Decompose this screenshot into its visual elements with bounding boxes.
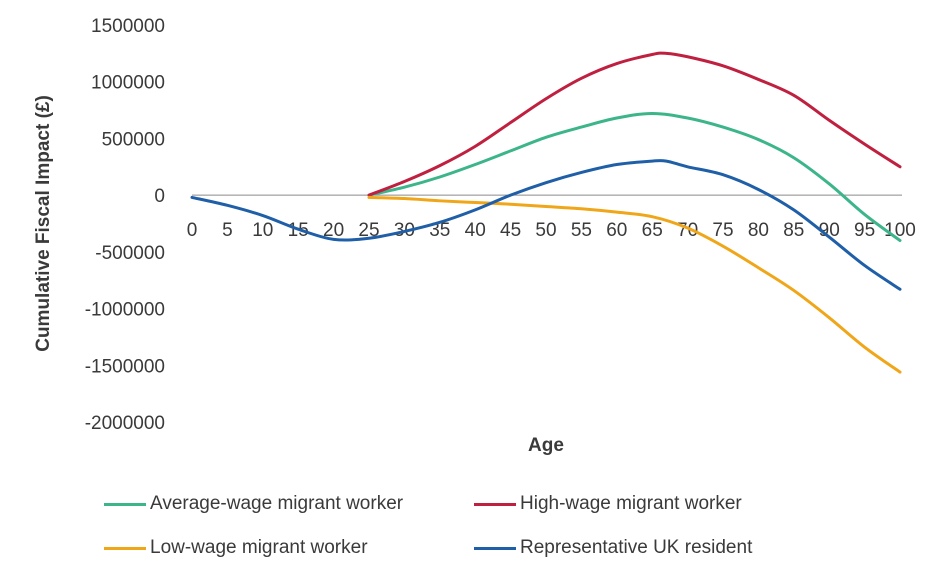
x-tick-label: 25 <box>358 220 379 241</box>
x-tick-label: 10 <box>252 220 273 241</box>
y-tick-label: -1000000 <box>85 300 165 321</box>
x-tick-label: 60 <box>606 220 627 241</box>
x-tick-label: 75 <box>712 220 733 241</box>
series-line-uk-resident <box>190 159 902 291</box>
series-line-high-wage <box>367 51 902 197</box>
x-tick-label: 100 <box>884 220 916 241</box>
x-tick-label: 80 <box>748 220 769 241</box>
x-tick-label: 20 <box>323 220 344 241</box>
x-tick-label: 90 <box>819 220 840 241</box>
x-tick-label: 95 <box>854 220 875 241</box>
y-axis-tick-labels: 1500000 1000000 500000 0 -500000 -1000000 -150… <box>85 16 165 434</box>
series-line-average-wage <box>367 111 902 243</box>
x-tick-label: 65 <box>642 220 663 241</box>
series-line-low-wage <box>367 195 902 374</box>
y-tick-label: 0 <box>154 186 165 207</box>
x-axis-title: Age <box>528 435 564 456</box>
x-tick-label: 85 <box>783 220 804 241</box>
y-tick-label: 1000000 <box>91 73 165 94</box>
x-tick-label: 40 <box>465 220 486 241</box>
y-tick-label: -1500000 <box>85 356 165 377</box>
x-tick-label: 55 <box>571 220 592 241</box>
x-tick-label: 50 <box>535 220 556 241</box>
y-tick-label: 1500000 <box>91 16 165 37</box>
x-tick-label: 45 <box>500 220 521 241</box>
x-tick-label: 5 <box>222 220 233 241</box>
y-tick-label: -500000 <box>95 243 165 264</box>
y-tick-label: 500000 <box>102 129 165 150</box>
y-tick-label: -2000000 <box>85 413 165 434</box>
series-lines <box>190 51 902 374</box>
x-axis-tick-labels: 0 5 10 15 20 25 30 35 40 45 50 55 60 65 70 75 80 85 90 95 10… <box>187 220 916 241</box>
x-tick-label: 0 <box>187 220 198 241</box>
y-axis-title: Cumulative Fiscal Impact (£) <box>33 95 54 352</box>
